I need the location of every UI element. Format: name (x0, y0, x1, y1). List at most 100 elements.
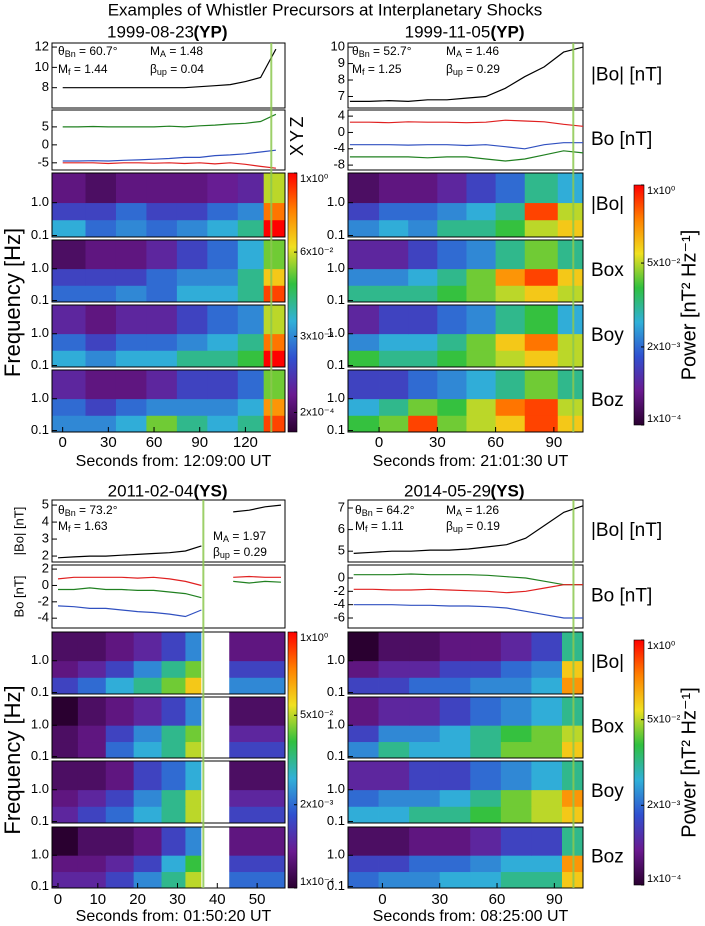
y-tick-label: 8 (338, 71, 345, 86)
plot-frame (347, 42, 584, 109)
spectrogram-cell (52, 725, 79, 743)
spectrogram-cell (85, 398, 117, 416)
plot-frame (51, 564, 286, 629)
spectrogram-cell (52, 415, 86, 433)
spectrogram-cell (348, 268, 380, 286)
spectrogram-cell (409, 632, 441, 662)
x-tick-label: 90 (191, 434, 208, 451)
spectrogram-cell (115, 350, 147, 368)
y-tick-label: 1.0 (31, 390, 49, 405)
spectrogram-cell (348, 677, 379, 695)
spectrogram-cell (133, 632, 162, 662)
spectrogram-cell (176, 305, 208, 335)
annotation: Mf = 1.11 (355, 519, 404, 534)
spectrogram-cell (237, 268, 265, 286)
spectrogram-cell (229, 855, 286, 873)
x-tick-label: 90 (546, 434, 563, 451)
spectrogram-cell (52, 632, 79, 662)
y-tick-label: 0 (42, 577, 49, 592)
spectrogram-cell (237, 350, 265, 368)
spectrogram-cell (77, 806, 107, 824)
colorbar-label: Power [nT² Hz⁻¹] (678, 687, 700, 838)
x-tick-label: 0 (378, 891, 386, 908)
plot-frame (51, 172, 286, 238)
spectrogram-cell (115, 333, 147, 351)
row-label: Box (591, 260, 624, 281)
spectrogram-cell (557, 268, 584, 286)
plot-frame (51, 631, 286, 695)
spectrogram-cell (85, 173, 117, 204)
spectrogram-cell (146, 285, 178, 303)
x-tick-label: 60 (487, 434, 504, 451)
spectrogram-cell (263, 285, 286, 303)
y-tick-label: 0.1 (31, 684, 49, 699)
spectrogram-cell (437, 333, 467, 351)
annotation: MA = 1.26 (446, 503, 499, 518)
plot-frame (51, 369, 286, 433)
spectrogram-cell (201, 806, 230, 824)
spectrogram-cell (439, 789, 471, 807)
y-tick-label: 1.0 (327, 652, 345, 667)
spectrogram-cell (229, 677, 286, 695)
panel-date: 1999-11-05 (405, 22, 491, 41)
spectrogram-cell (185, 855, 202, 873)
y-tick-label: -4 (37, 610, 49, 625)
annotation: MA = 1.97 (213, 529, 266, 544)
spectrogram-cell (207, 305, 239, 335)
spectrogram-cell (378, 806, 410, 824)
spectrogram-cell (229, 725, 286, 743)
spectrogram-cell (348, 761, 379, 791)
plot-frame (51, 499, 286, 563)
spectrogram-cell (229, 697, 286, 726)
spectrogram-cell (409, 677, 441, 695)
annotation: MA = 1.46 (446, 44, 499, 59)
spectrogram-cell (237, 305, 265, 335)
spectrogram-cell (105, 855, 135, 873)
spectrogram-cell (176, 173, 208, 204)
spectrogram-cell (439, 871, 471, 889)
y-tick-label: 0.1 (327, 813, 345, 828)
y-tick-label: 1.0 (327, 847, 345, 862)
spectrogram-cell (115, 173, 147, 204)
y-tick-label: 9 (338, 55, 345, 70)
spectrogram-cell (466, 350, 497, 368)
spectrogram-cell (105, 761, 135, 791)
y-tick-label: 12 (35, 39, 49, 54)
spectrogram-cell (531, 855, 563, 873)
spectrogram-cell (85, 268, 117, 286)
spectrogram-cell (77, 632, 107, 662)
spectrogram-cell (237, 333, 265, 351)
spectrogram-cell (408, 350, 438, 368)
spectrogram-cell (77, 660, 107, 678)
colorbar-tick-label: 1x10⁰ (300, 173, 329, 185)
spectrogram-cell (348, 202, 380, 221)
spectrogram-cell (439, 697, 471, 726)
spectrogram-cell (52, 789, 79, 807)
spectrogram-cell (379, 333, 409, 351)
spectrogram-cell (105, 677, 135, 695)
spectrogram-cell (348, 240, 380, 270)
spectrogram-cell (207, 173, 239, 204)
spectrogram-cell (176, 398, 208, 416)
colorbar-tick-label: 5x10⁻² (300, 709, 334, 721)
spectrogram-cell (531, 871, 563, 889)
spectrogram-cell (201, 660, 230, 678)
x-tick-label: 50 (249, 891, 266, 908)
spectrogram-cell (263, 219, 286, 238)
spectrogram-cell (495, 173, 526, 204)
series-line (349, 119, 584, 127)
spectrogram-cell (466, 202, 497, 221)
panel-tag: (YP) (491, 22, 525, 41)
row-label: Boy (591, 781, 624, 802)
colorbar-tick-label: 1x10⁻⁴ (647, 413, 682, 425)
panel-date: 1999-08-23 (107, 22, 194, 41)
spectrogram-cell (52, 219, 86, 238)
spectrogram-cell (495, 415, 526, 433)
y-tick-label: 1.0 (31, 194, 49, 209)
spectrogram-cell (348, 741, 379, 759)
spectrogram-cell (524, 202, 559, 221)
row-label: |Bo| [nT] (591, 520, 662, 541)
y-tick-label: 6 (338, 521, 345, 536)
colorbar-tick-label: 1x10⁻⁴ (647, 873, 682, 885)
